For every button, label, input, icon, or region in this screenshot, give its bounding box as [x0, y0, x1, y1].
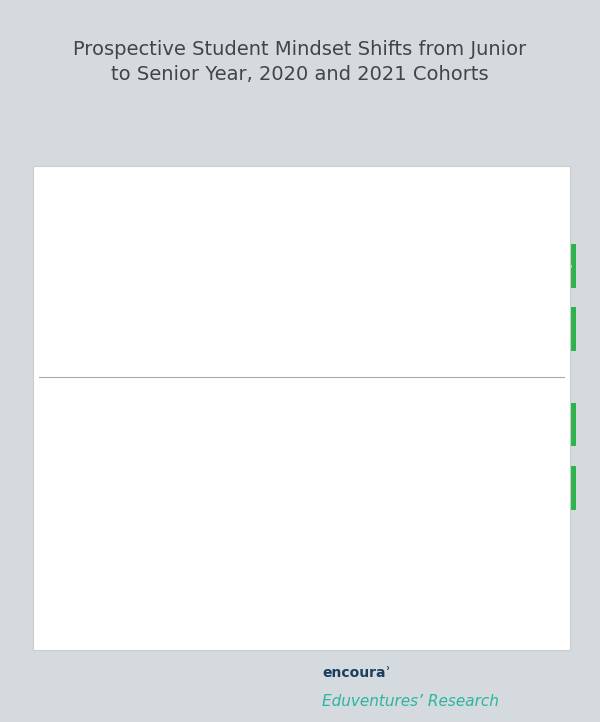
Text: Juniors
in 2019: Juniors in 2019 [158, 252, 213, 279]
Bar [428, 244, 490, 287]
Text: 13%: 13% [437, 323, 467, 336]
Text: 15%: 15% [487, 323, 517, 336]
Bar [396, 466, 446, 510]
Text: 11%: 11% [440, 418, 470, 431]
Text: Exploration and Meaning: Exploration and Meaning [354, 579, 520, 592]
Bar [490, 244, 540, 287]
Bar [349, 308, 428, 351]
Text: 19%: 19% [527, 482, 557, 495]
FancyBboxPatch shape [49, 575, 79, 596]
FancyBboxPatch shape [312, 575, 341, 596]
Text: 17%: 17% [444, 259, 474, 272]
Text: 11%: 11% [541, 418, 571, 431]
Text: 2021 Cohort: 2021 Cohort [44, 411, 58, 502]
Text: Grad School Bound: Grad School Bound [354, 619, 482, 632]
FancyBboxPatch shape [49, 536, 79, 558]
Text: 20%: 20% [309, 259, 339, 272]
Text: 20%: 20% [237, 259, 267, 272]
Bar [436, 403, 475, 446]
Text: 19%: 19% [379, 259, 409, 272]
Text: 22%: 22% [241, 418, 271, 431]
Text: 17%: 17% [462, 482, 492, 495]
Text: 20%: 20% [287, 482, 317, 495]
Bar [288, 244, 360, 287]
Bar [446, 466, 508, 510]
Bar [529, 308, 576, 351]
Text: 18%: 18% [302, 323, 332, 336]
Text: Seniors
in 2021: Seniors in 2021 [157, 474, 213, 502]
FancyBboxPatch shape [49, 615, 79, 637]
Text: Experiential Interests: Experiential Interests [91, 541, 234, 554]
Text: 19%: 19% [235, 323, 265, 336]
Bar [216, 466, 266, 510]
FancyBboxPatch shape [312, 615, 341, 637]
Text: Seniors
in 2020: Seniors in 2020 [157, 316, 213, 343]
Text: 16%: 16% [352, 482, 382, 495]
Text: encouraʾ: encouraʾ [322, 666, 391, 680]
Text: 20%: 20% [316, 418, 346, 431]
Text: 22%: 22% [374, 323, 404, 336]
Text: Juniors
in 2020: Juniors in 2020 [158, 411, 213, 438]
Bar [508, 466, 576, 510]
Text: Career Pragmatists: Career Pragmatists [354, 541, 482, 554]
Bar [428, 308, 475, 351]
Text: Career through Academics: Career through Academics [91, 619, 269, 632]
Bar [295, 403, 367, 446]
Text: 10%: 10% [543, 259, 573, 272]
Bar [475, 308, 529, 351]
Bar [284, 308, 349, 351]
Bar [266, 466, 338, 510]
Text: 14%: 14% [500, 259, 530, 272]
Text: 19%: 19% [386, 418, 416, 431]
Bar [475, 403, 536, 446]
Text: Prospective Student Mindset Shifts from Junior
to Senior Year, 2020 and 2021 Coh: Prospective Student Mindset Shifts from … [73, 40, 527, 84]
Bar [536, 403, 576, 446]
Text: 14%: 14% [406, 482, 436, 495]
Text: 14%: 14% [226, 482, 256, 495]
Text: 2020 Cohort: 2020 Cohort [44, 251, 58, 344]
Bar [540, 244, 576, 287]
Bar [216, 308, 284, 351]
Bar [360, 244, 428, 287]
Bar [338, 466, 396, 510]
Text: 17%: 17% [491, 418, 521, 431]
FancyBboxPatch shape [312, 536, 341, 558]
Bar [216, 244, 288, 287]
Bar [216, 403, 295, 446]
Text: 13%: 13% [538, 323, 568, 336]
Text: Eduventures’ Research: Eduventures’ Research [322, 694, 499, 709]
Bar [367, 403, 436, 446]
Text: Social Focus: Social Focus [91, 579, 173, 592]
